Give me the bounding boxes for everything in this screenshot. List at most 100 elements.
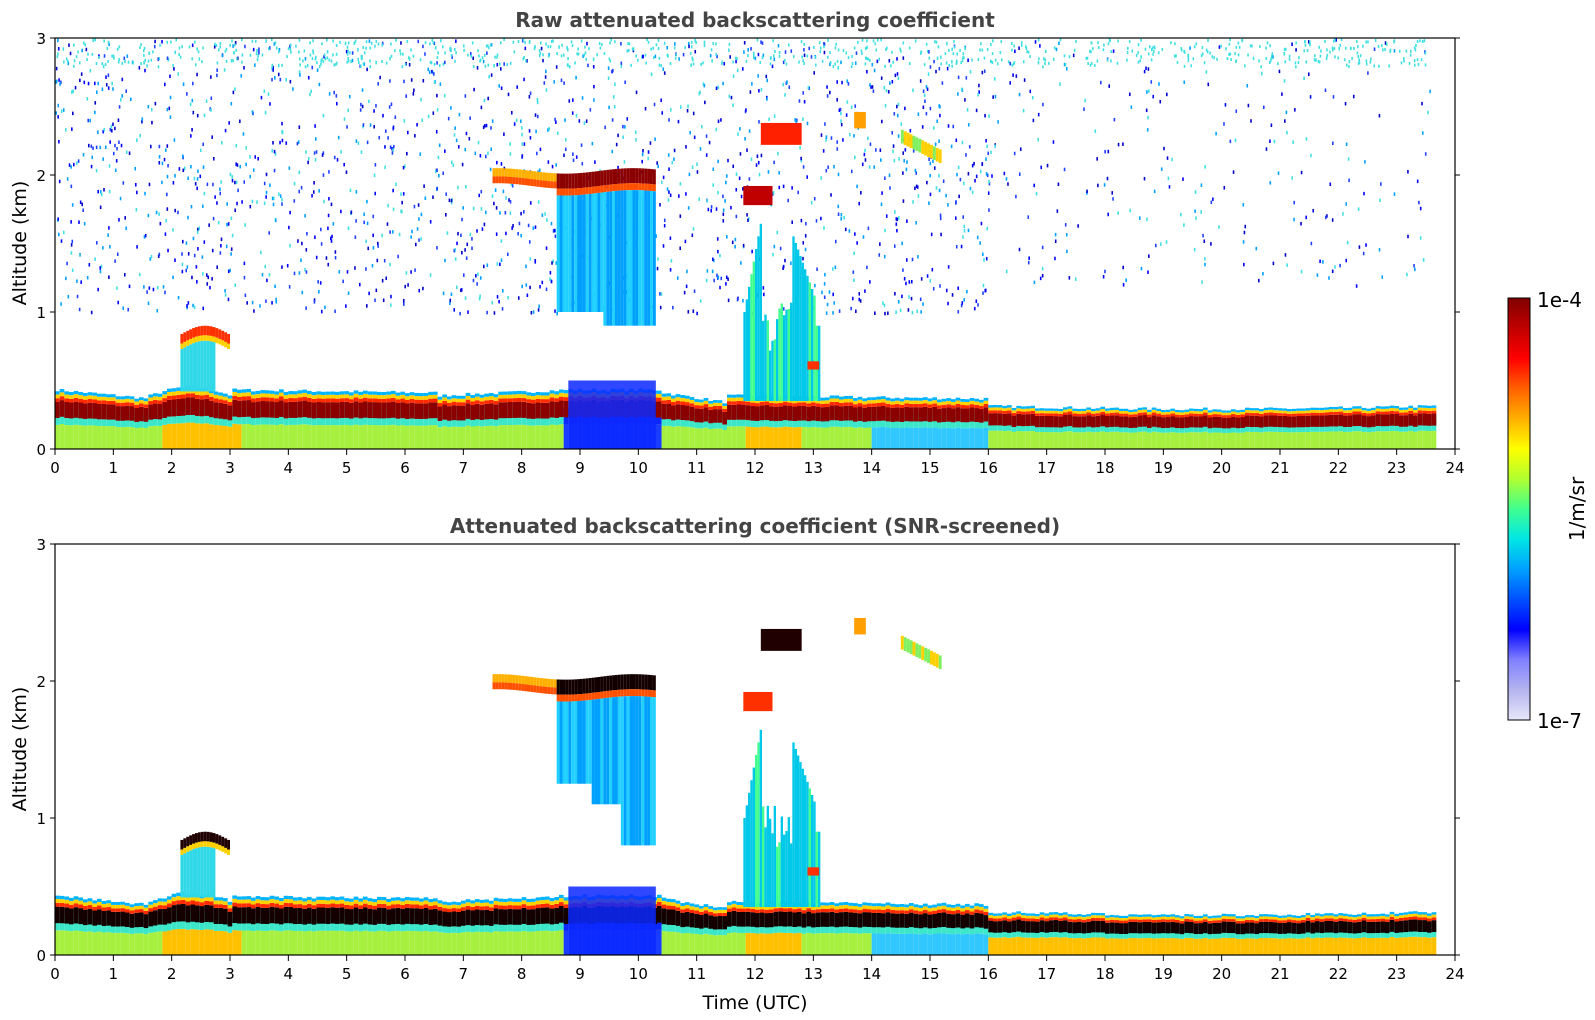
noise-speck (231, 178, 234, 183)
noise-speck (663, 41, 666, 45)
noise-speck (1364, 160, 1366, 164)
aerosol-core-cell (381, 402, 387, 419)
noise-speck (1027, 260, 1030, 265)
aerosol-edge-cell (101, 907, 107, 911)
aerosol-edge-cell (269, 397, 275, 402)
noise-speck (1176, 60, 1179, 64)
noise-speck (608, 57, 611, 61)
noise-speck (1187, 59, 1190, 63)
noise-speck (545, 69, 547, 74)
noise-speck (978, 90, 980, 94)
aerosol-core-cell (1427, 413, 1432, 426)
noise-speck (1317, 59, 1320, 63)
noise-speck (108, 42, 110, 47)
aerosol-edge-cell (335, 395, 340, 399)
noise-speck (626, 117, 629, 121)
aerosol-edge-cell (1217, 414, 1222, 417)
aerosol-core-cell (419, 403, 424, 419)
precip-shaft-cell (771, 340, 774, 402)
noise-speck (116, 146, 118, 151)
noise-speck (729, 55, 731, 59)
noise-speck (556, 311, 558, 316)
noise-speck (147, 301, 150, 306)
aerosol-core-cell (1268, 415, 1273, 427)
noise-speck (851, 296, 854, 301)
noise-speck (375, 288, 378, 293)
noise-speck (306, 232, 308, 236)
noise-speck (264, 264, 267, 269)
noise-speck (929, 65, 932, 69)
noise-speck (461, 250, 463, 255)
noise-speck (1037, 137, 1039, 142)
noise-speck (938, 188, 941, 193)
aerosol-core-cell (1161, 417, 1166, 429)
aerosol-core-cell (171, 399, 177, 417)
noise-speck (823, 50, 826, 55)
aerosol-core-cell (1077, 416, 1082, 428)
noise-speck (483, 53, 486, 57)
noise-speck (144, 191, 146, 196)
noise-speck (193, 253, 196, 258)
aerosol-core-cell (820, 407, 825, 422)
noise-speck (102, 64, 105, 69)
noise-speck (70, 165, 72, 169)
noise-speck (836, 59, 839, 63)
noise-speck (138, 272, 141, 277)
noise-speck (377, 82, 379, 86)
noise-speck (1410, 49, 1412, 53)
surface-layer-cell (694, 428, 699, 449)
noise-speck (540, 46, 543, 51)
noise-speck (800, 40, 803, 44)
noise-speck (994, 144, 997, 149)
noise-speck (1111, 191, 1114, 195)
aerosol-core-cell (97, 909, 102, 925)
cloud-cell (192, 337, 195, 344)
cloud-cell (183, 332, 187, 342)
noise-speck (509, 61, 512, 65)
noise-speck (372, 214, 375, 219)
aerosol-edge-cell (517, 397, 522, 402)
noise-speck (158, 160, 161, 165)
noise-speck (658, 63, 661, 67)
noise-speck (500, 162, 503, 166)
noise-speck (152, 287, 155, 292)
noise-speck (647, 156, 650, 161)
noise-speck (742, 243, 745, 248)
noise-speck (1384, 48, 1386, 52)
aerosol-edge-cell (549, 397, 555, 402)
surface-layer-cell (316, 424, 321, 449)
aerosol-edge-cell (1301, 410, 1306, 414)
noise-speck (1064, 223, 1067, 227)
noise-speck (289, 79, 292, 84)
noise-speck (378, 135, 381, 140)
noise-speck (577, 47, 579, 51)
aerosol-edge-cell (269, 390, 275, 394)
aerosol-core-cell (325, 402, 331, 419)
noise-speck (343, 117, 346, 121)
aerosol-edge-cell (69, 398, 74, 403)
noise-speck (289, 44, 291, 49)
noise-speck (491, 194, 494, 198)
noise-speck (465, 256, 468, 260)
noise-speck (1108, 84, 1111, 88)
noise-speck (668, 167, 670, 171)
cloud-cell (209, 335, 213, 342)
surface-layer-cell (241, 424, 247, 449)
noise-speck (774, 49, 776, 53)
surface-layer-cell (386, 425, 391, 449)
aerosol-edge-cell (535, 395, 541, 399)
noise-speck (523, 77, 525, 82)
aerosol-edge-cell (59, 895, 65, 900)
cloud-cell (221, 330, 225, 341)
noise-speck (202, 306, 205, 311)
noise-speck (1117, 39, 1119, 43)
noise-speck (666, 187, 669, 191)
noise-speck (841, 80, 843, 85)
noise-speck (987, 191, 990, 195)
noise-speck (684, 46, 686, 50)
noise-speck (951, 60, 953, 64)
aerosol-edge-cell (97, 396, 102, 401)
noise-speck (373, 173, 376, 178)
noise-speck (937, 45, 940, 49)
noise-speck (270, 38, 273, 42)
